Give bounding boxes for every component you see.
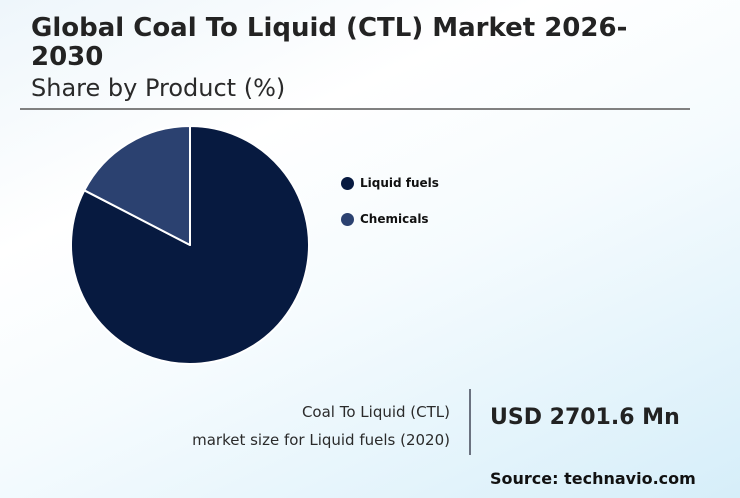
pie-chart <box>70 125 310 365</box>
pie-slice-chemicals <box>83 125 191 246</box>
legend-marker-icon <box>341 176 354 190</box>
market-size-label-line2: market size for Liquid fuels (2020) <box>192 431 450 449</box>
legend-marker-icon <box>341 212 354 226</box>
legend-item-chemicals: Chemicals <box>341 211 439 227</box>
stat-divider <box>469 389 471 455</box>
market-size-value: USD 2701.6 Mn <box>490 405 680 430</box>
source-credit: Source: technavio.com <box>490 469 696 488</box>
title-divider <box>20 108 690 110</box>
legend-label: Chemicals <box>360 212 429 226</box>
chart-subtitle: Share by Product (%) <box>31 74 286 102</box>
legend-label: Liquid fuels <box>360 176 439 190</box>
legend-item-liquid-fuels: Liquid fuels <box>341 175 439 191</box>
market-size-label: Coal To Liquid (CTL) market size for Liq… <box>192 398 450 454</box>
legend: Liquid fuels Chemicals <box>341 175 439 247</box>
market-size-label-line1: Coal To Liquid (CTL) <box>301 403 450 421</box>
chart-title: Global Coal To Liquid (CTL) Market 2026-… <box>31 13 628 72</box>
